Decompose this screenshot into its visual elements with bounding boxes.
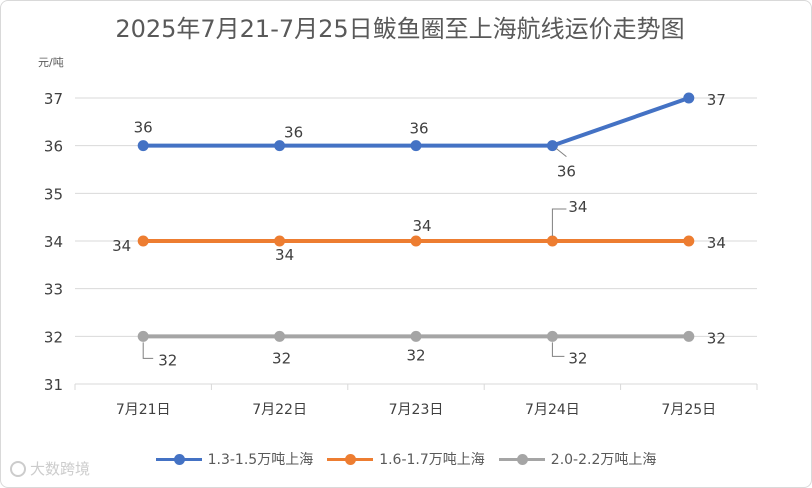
x-tick-label: 7月21日: [116, 402, 171, 418]
label-leader-line: [556, 148, 567, 158]
data-point: [137, 330, 149, 342]
legend-swatch-marker: [516, 454, 528, 465]
data-point: [546, 140, 558, 152]
label-leader-line: [551, 208, 567, 236]
y-tick-label: 33: [44, 281, 63, 299]
data-label: 34: [707, 234, 726, 252]
data-point: [683, 92, 695, 104]
x-tick-label: 7月24日: [525, 402, 580, 418]
data-point: [274, 330, 286, 342]
data-point: [274, 235, 286, 247]
data-label: 32: [158, 351, 177, 369]
data-label: 32: [568, 349, 587, 367]
legend-item: 1.3-1.5万吨上海: [155, 447, 314, 471]
legend-label: 1.6-1.7万吨上海: [379, 452, 485, 468]
x-tick-label: 7月22日: [252, 402, 307, 418]
y-tick-label: 34: [44, 233, 63, 251]
watermark: 大数跨境: [10, 458, 90, 479]
legend-swatch-marker: [345, 454, 357, 465]
chart-title: 2025年7月21-7月25日鲅鱼圈至上海航线运价走势图: [115, 15, 685, 43]
legend-swatch: [327, 447, 374, 471]
data-label: 32: [406, 346, 425, 364]
data-label: 32: [707, 329, 726, 347]
data-point: [683, 330, 695, 342]
legend: 1.3-1.5万吨上海 1.6-1.7万吨上海 2.0-2.2万吨上海: [0, 447, 812, 471]
legend-swatch-marker: [173, 454, 185, 465]
data-label: 34: [412, 217, 431, 235]
data-point: [137, 235, 149, 247]
data-label: 32: [272, 349, 291, 367]
data-point: [683, 235, 695, 247]
data-label: 34: [568, 198, 587, 216]
data-label: 36: [284, 124, 303, 142]
legend-swatch: [155, 447, 202, 471]
label-leader-line: [142, 342, 154, 359]
x-tick-label: 7月23日: [389, 402, 444, 418]
data-point: [410, 140, 422, 152]
y-tick-label: 36: [44, 138, 63, 156]
data-label: 37: [707, 91, 726, 109]
data-label: 36: [557, 163, 576, 181]
data-point: [137, 140, 149, 152]
data-point: [410, 235, 422, 247]
y-tick-label: 32: [44, 328, 63, 346]
x-tick-label: 7月25日: [661, 402, 716, 418]
y-axis-unit-label: 元/吨: [38, 56, 64, 69]
watermark-logo-icon: [10, 460, 26, 477]
data-label: 34: [275, 246, 294, 264]
data-point: [410, 330, 422, 342]
y-tick-label: 35: [44, 185, 63, 203]
data-label: 34: [112, 237, 131, 255]
watermark-text: 大数跨境: [30, 460, 91, 478]
y-tick-label: 31: [44, 376, 63, 394]
legend-item: 1.6-1.7万吨上海: [327, 447, 485, 471]
legend-item: 2.0-2.2万吨上海: [498, 447, 657, 471]
data-label: 36: [134, 119, 153, 137]
legend-swatch: [498, 447, 545, 471]
label-leader-line: [551, 342, 565, 357]
data-point: [546, 330, 558, 342]
legend-label: 2.0-2.2万吨上海: [550, 452, 657, 468]
data-point: [546, 235, 558, 247]
y-tick-label: 37: [44, 90, 63, 108]
data-label: 36: [409, 120, 428, 138]
legend-label: 1.3-1.5万吨上海: [207, 452, 314, 468]
data-point: [274, 140, 286, 152]
